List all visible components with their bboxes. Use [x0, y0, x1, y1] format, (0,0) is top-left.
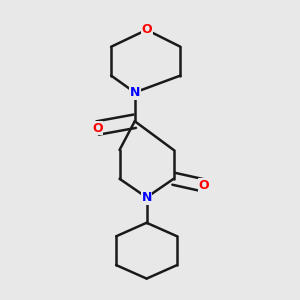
Text: O: O	[199, 179, 209, 192]
Text: O: O	[92, 122, 103, 134]
Text: N: N	[141, 191, 152, 204]
Text: N: N	[130, 86, 140, 99]
Text: O: O	[141, 23, 152, 36]
